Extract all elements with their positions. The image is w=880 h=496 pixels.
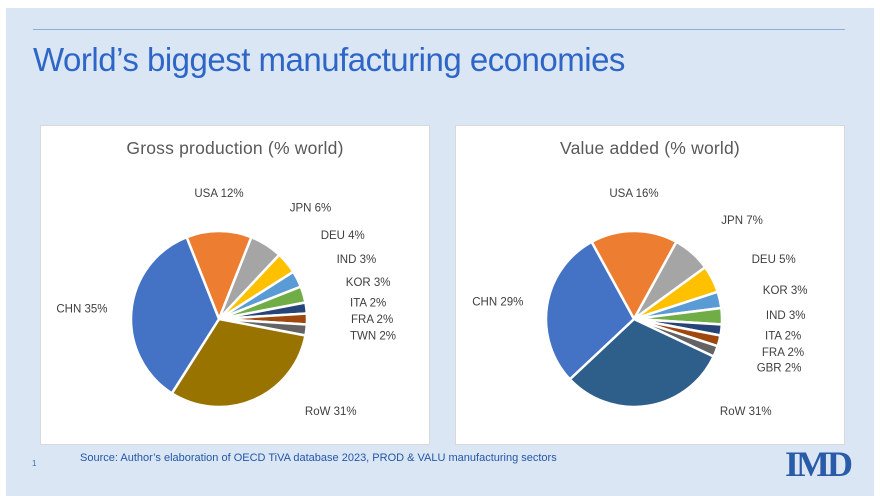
pie-label-kor: KOR 3% bbox=[763, 285, 808, 297]
pie-label-usa: USA 12% bbox=[194, 188, 243, 200]
pie-label-gbr: GBR 2% bbox=[757, 363, 802, 375]
slide: World’s biggest manufacturing economies … bbox=[6, 8, 874, 496]
pie-label-usa: USA 16% bbox=[609, 188, 658, 200]
pie-label-deu: DEU 5% bbox=[752, 254, 796, 266]
pie-slice-usa bbox=[185, 229, 253, 321]
value-added-pie-chart: USA 16% JPN 7% DEU 5% KOR 3% IND 3% ITA 2% FRA… bbox=[472, 188, 808, 418]
pie-label-ita: ITA 2% bbox=[765, 331, 801, 343]
pie-slice-chn bbox=[129, 235, 221, 395]
pie-label-fra: FRA 2% bbox=[762, 347, 804, 359]
slide-title: World’s biggest manufacturing economies bbox=[33, 41, 625, 78]
title-divider-line bbox=[33, 29, 845, 30]
pie-slice-usa bbox=[590, 229, 678, 321]
value-added-chart-title: Value added (% world) bbox=[560, 138, 740, 158]
source-note: Source: Author’s elaboration of OECD TiV… bbox=[80, 452, 557, 464]
pie-label-jpn: JPN 7% bbox=[721, 215, 763, 227]
pie-label-chn: CHN 29% bbox=[472, 297, 523, 309]
value-added-chart-panel: Value added (% world) USA 16% JPN 7% DEU 5… bbox=[455, 125, 845, 445]
pie-label-twn: TWN 2% bbox=[350, 331, 396, 343]
pie-label-kor: KOR 3% bbox=[346, 277, 391, 289]
pie-label-fra: FRA 2% bbox=[351, 314, 393, 326]
pie-slice-chn bbox=[544, 240, 636, 381]
pie-label-jpn: JPN 6% bbox=[290, 203, 332, 215]
page-number: 1 bbox=[32, 459, 37, 468]
pie-label-row: RoW 31% bbox=[720, 406, 772, 418]
imd-logo: IMD bbox=[785, 444, 853, 484]
pie-label-ind: IND 3% bbox=[766, 310, 806, 322]
pie-label-deu: DEU 4% bbox=[321, 230, 365, 242]
gross-production-chart-panel: Gross production (% world) USA 12% JPN 6%… bbox=[40, 125, 430, 445]
gross-production-chart-title: Gross production (% world) bbox=[126, 138, 344, 158]
pie-label-row: RoW 31% bbox=[305, 406, 357, 418]
pie-slice-row bbox=[568, 317, 715, 409]
pie-label-chn: CHN 35% bbox=[56, 304, 107, 316]
pie-label-ind: IND 3% bbox=[337, 254, 377, 266]
gross-production-pie-chart: USA 12% JPN 6% DEU 4% IND 3% KOR 3% ITA 2% FRA… bbox=[56, 188, 396, 418]
pie-label-ita: ITA 2% bbox=[350, 298, 386, 310]
